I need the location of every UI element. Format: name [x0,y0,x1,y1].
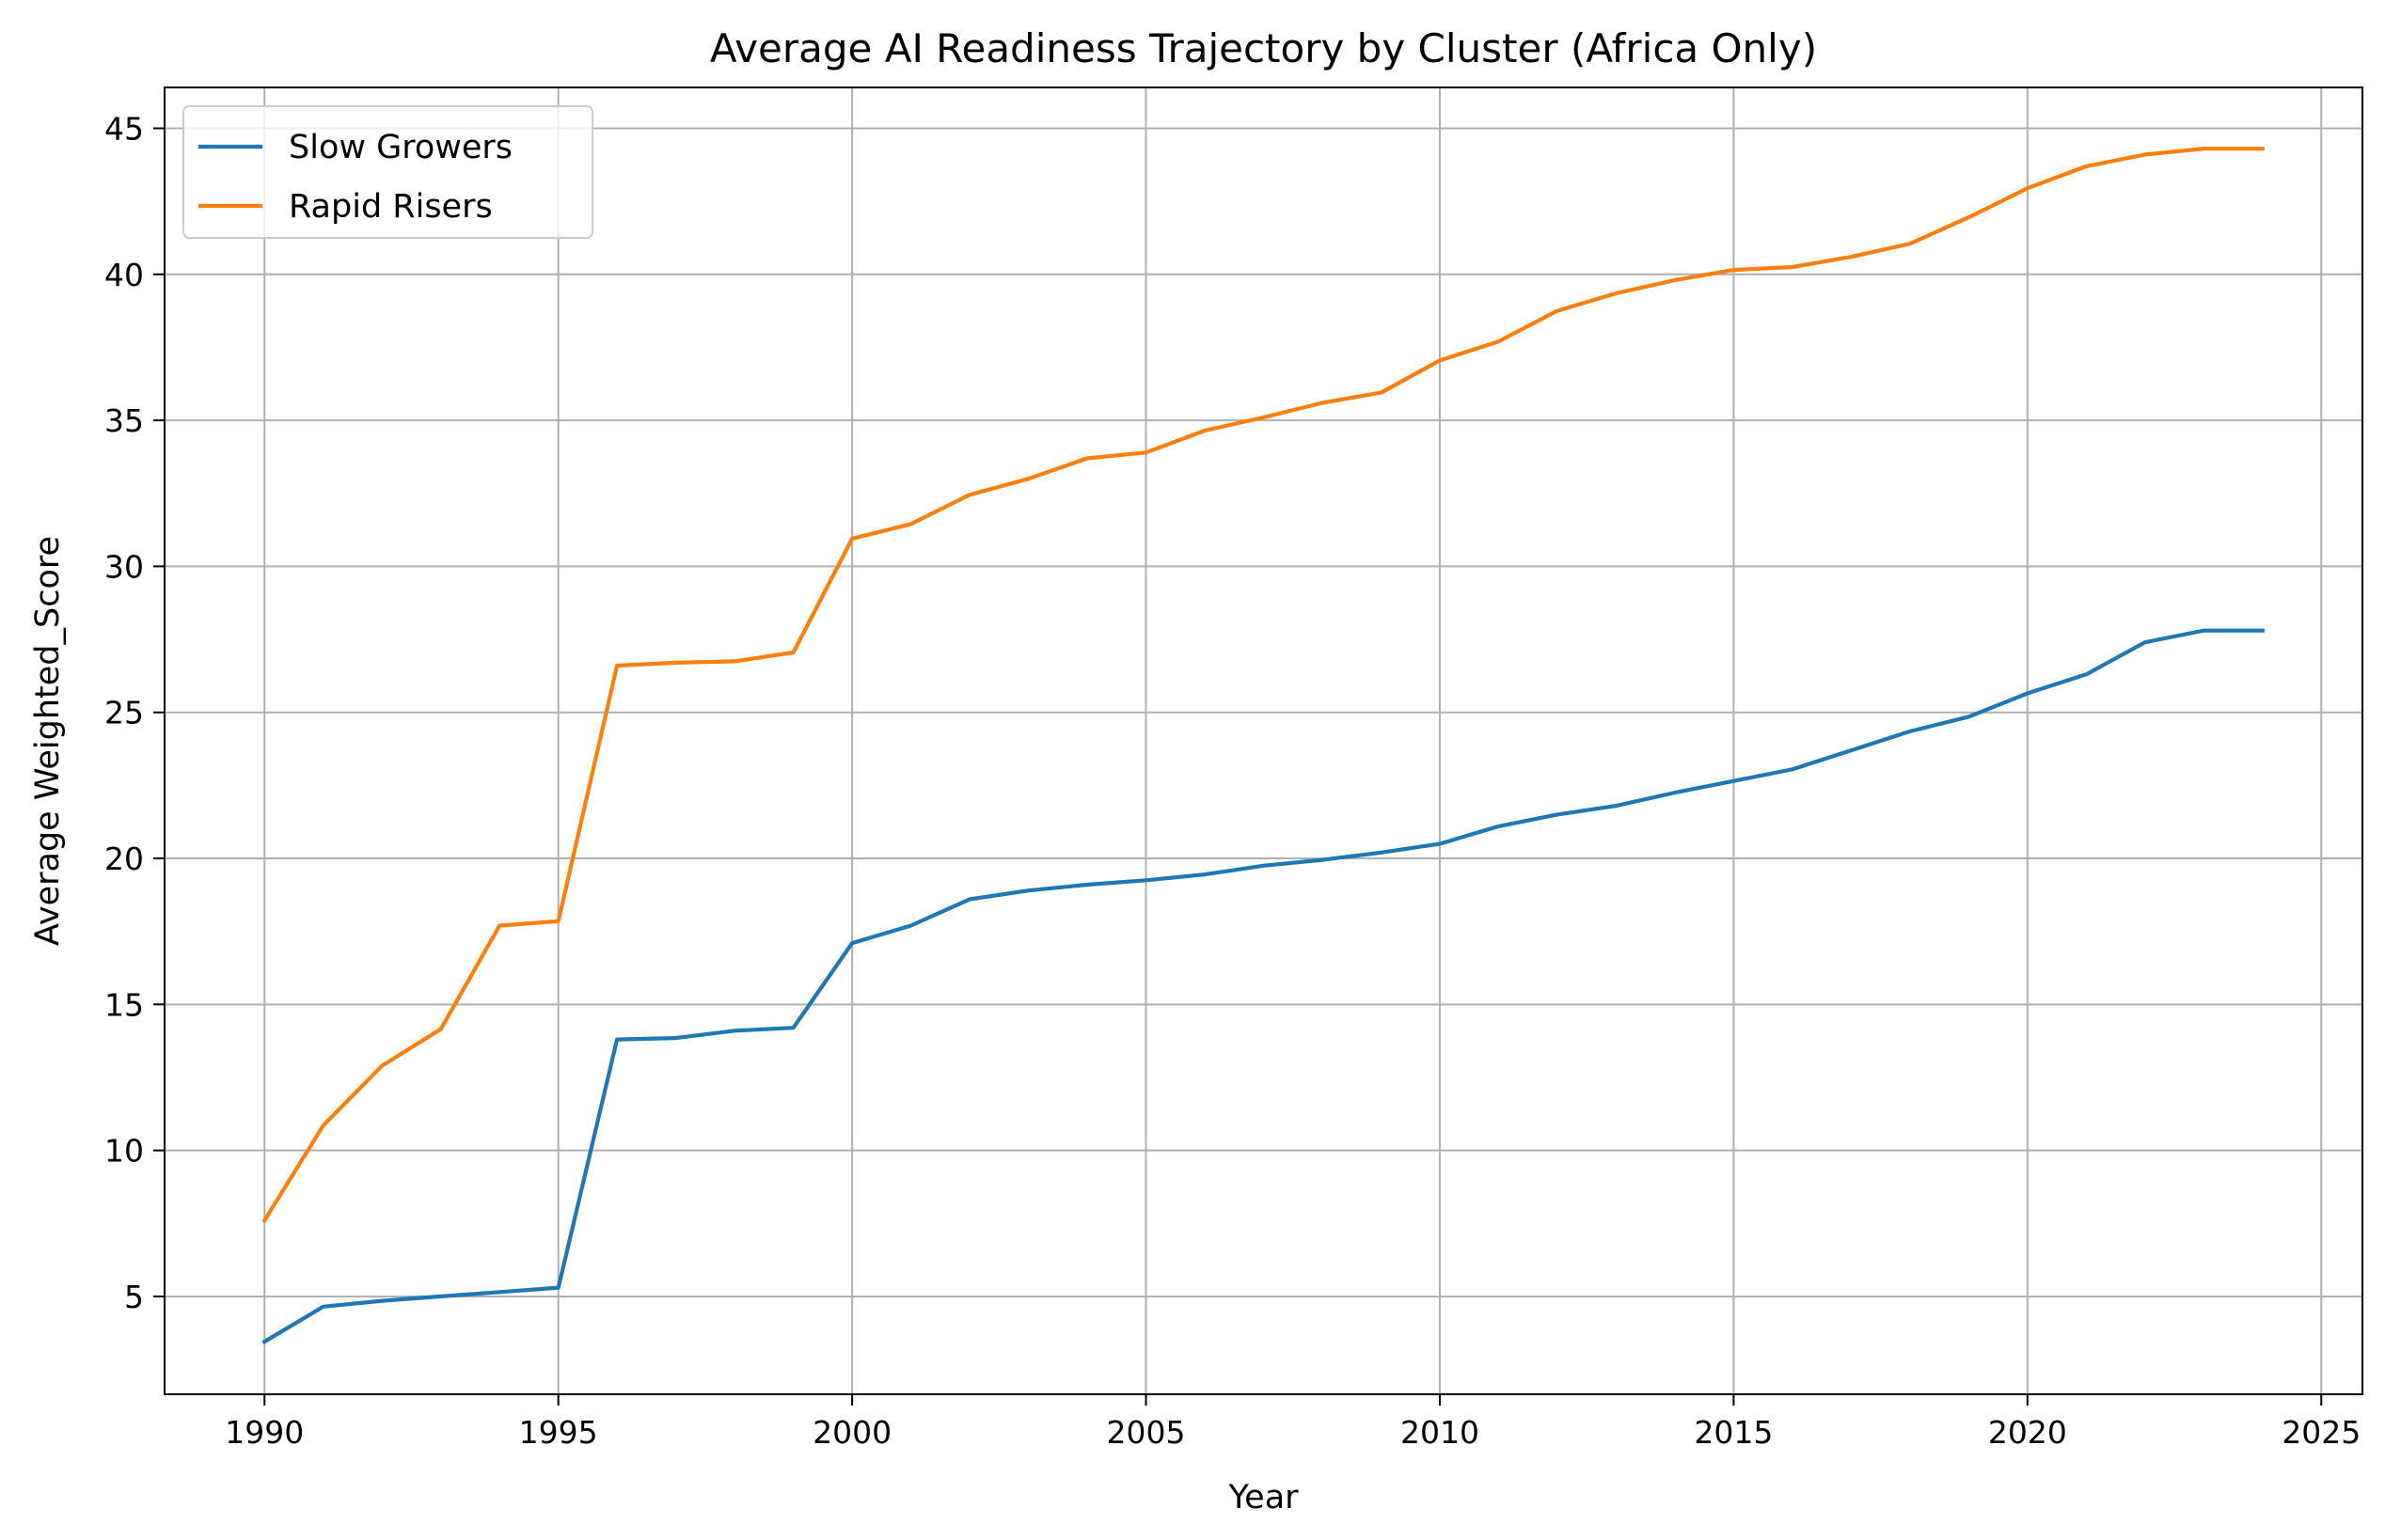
grid [165,87,2362,1394]
y-tick-label: 20 [104,841,144,877]
y-tick-label: 45 [104,110,144,147]
x-tick-label: 2015 [1694,1414,1773,1451]
y-tick-label: 25 [104,695,144,731]
plot-frame [164,86,2363,1395]
series-lines [261,147,2265,1344]
y-tick-label: 5 [124,1279,144,1315]
series-line-rapid-risers [261,147,2265,1224]
legend-label: Rapid Risers [289,188,493,226]
x-tick-label: 1990 [225,1414,304,1451]
y-tick-label: 15 [104,986,144,1023]
y-axis-label: Average Weighted_Score [29,536,67,946]
chart-title: Average AI Readiness Trajectory by Clust… [710,25,1817,71]
legend-label: Slow Growers [289,129,513,166]
axis-ticks: 1990 1995 2000 2005 2010 2015 2020 202551015202… [104,110,2361,1451]
y-tick-label: 30 [104,548,144,585]
series-line-slow-growers [261,628,2265,1344]
x-tick-label: 2020 [1988,1414,2067,1451]
x-tick-label: 1995 [519,1414,598,1451]
x-axis-label: Year [1227,1479,1299,1516]
legend-box [182,105,593,239]
legend: Slow Growers Rapid Risers [182,105,593,239]
y-tick-label: 40 [104,257,144,293]
x-tick-label: 2010 [1400,1414,1479,1451]
x-tick-label: 2005 [1107,1414,1186,1451]
y-tick-label: 35 [104,402,144,439]
y-tick-label: 10 [104,1133,144,1170]
x-tick-label: 2025 [2282,1414,2361,1451]
x-tick-label: 2000 [813,1414,892,1451]
